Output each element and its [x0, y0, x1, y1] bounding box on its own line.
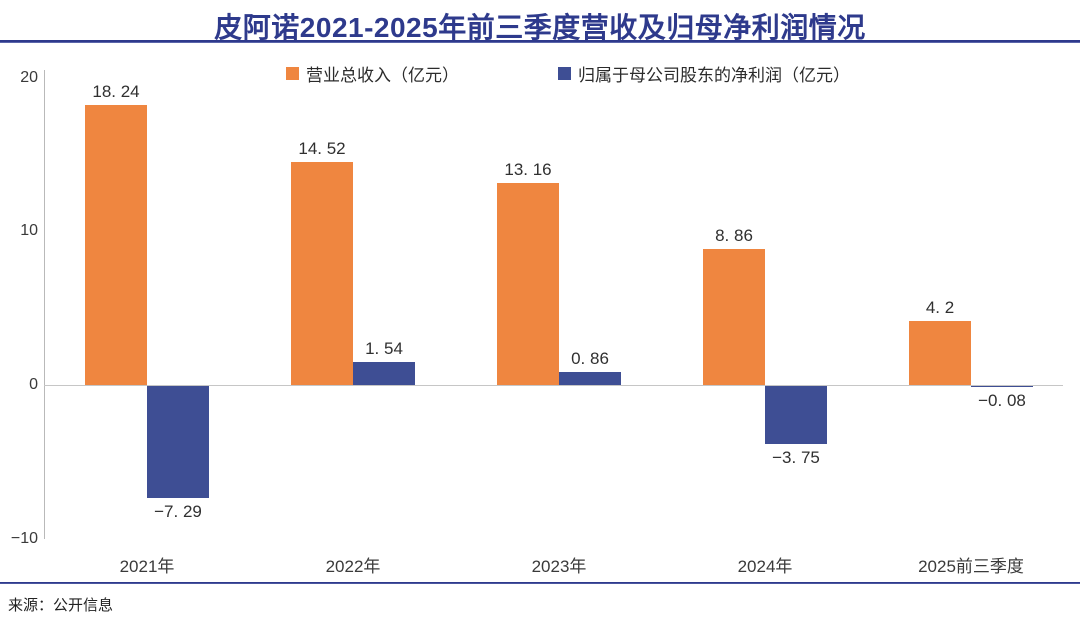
revenue-value-label: 4. 2: [925, 297, 955, 317]
legend-item-net-profit: 归属于母公司股东的净利润（亿元）: [558, 62, 850, 85]
net-profit-bar: [559, 372, 621, 386]
revenue-value-label: 18. 24: [92, 81, 140, 101]
y-tick-label: 20: [20, 68, 38, 86]
net-profit-legend-label: 归属于母公司股东的净利润（亿元）: [578, 65, 850, 85]
page-title: 皮阿诺2021-2025年前三季度营收及归母净利润情况: [214, 12, 866, 43]
revenue-value-label: 13. 16: [504, 159, 552, 179]
net-profit-bar: [353, 361, 415, 386]
y-tick-label: 10: [20, 222, 38, 240]
legend-item-revenue: 营业总收入（亿元）: [286, 62, 459, 85]
zero-baseline: [44, 385, 1063, 387]
revenue-bar: [291, 161, 353, 386]
x-axis-category-label: 2022年: [325, 557, 381, 576]
net-profit-value-label: 0. 86: [571, 349, 609, 368]
net-profit-value-label: 1. 54: [365, 338, 403, 358]
net-profit-value-label: −7. 29: [154, 502, 202, 522]
net-profit-bar: [971, 386, 1033, 388]
revenue-legend-label: 营业总收入（亿元）: [306, 65, 459, 85]
y-tick-label: 0: [29, 376, 38, 394]
x-axis-category-label: 2025前三季度: [918, 557, 1024, 576]
title-separator-line: [0, 40, 1080, 43]
y-axis-line: [44, 70, 45, 539]
x-axis-category-label: 2023年: [531, 557, 587, 576]
revenue-bar: [497, 182, 559, 386]
revenue-bar: [909, 320, 971, 386]
y-tick-label: −10: [10, 530, 38, 547]
revenue-bar: [85, 104, 147, 386]
x-axis-category-label: 2024年: [737, 557, 793, 576]
footer-separator-line: [0, 582, 1080, 584]
source-note: 来源：公开信息: [8, 597, 114, 614]
net-profit-value-label: −3. 75: [772, 447, 820, 467]
net-profit-bar: [147, 386, 209, 499]
plot-area: 20 10 0 −10 18. 24 −7. 29 2021年 14. 52 1. 54 2022…: [11, 69, 1074, 576]
net-profit-legend-swatch-icon: [558, 66, 571, 80]
revenue-value-label: 8. 86: [715, 225, 753, 245]
revenue-bar: [703, 248, 765, 386]
revenue-value-label: 14. 52: [298, 138, 346, 158]
net-profit-bar: [765, 386, 827, 444]
x-axis-category-label: 2021年: [119, 557, 175, 576]
net-profit-value-label: −0. 08: [978, 391, 1026, 411]
revenue-legend-swatch-icon: [286, 66, 299, 80]
